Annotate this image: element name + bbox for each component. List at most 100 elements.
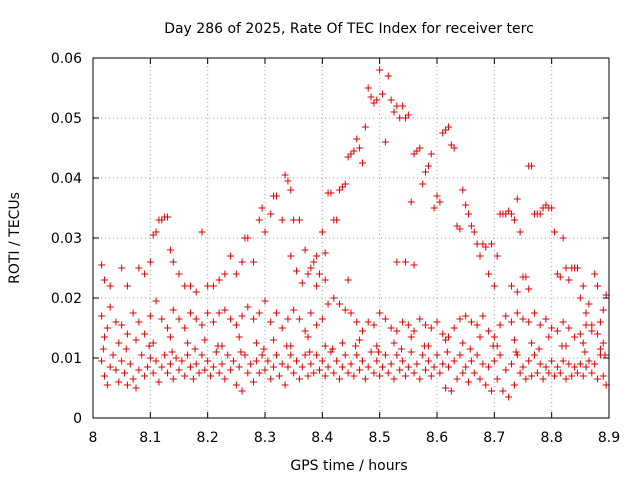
- data-point: [536, 360, 544, 368]
- data-point: [444, 333, 452, 341]
- data-point: [336, 375, 344, 383]
- data-point: [244, 303, 252, 311]
- data-point: [324, 300, 332, 308]
- data-point: [215, 309, 223, 317]
- data-point: [275, 372, 283, 380]
- x-tick-label: 8.6: [426, 430, 448, 446]
- data-point: [212, 348, 220, 356]
- data-point: [98, 312, 106, 320]
- data-point: [341, 351, 349, 359]
- data-point: [191, 345, 199, 353]
- data-point: [596, 318, 604, 326]
- data-point: [290, 306, 298, 314]
- data-point: [510, 336, 518, 344]
- data-point: [410, 150, 418, 158]
- data-point: [502, 312, 510, 320]
- data-point: [599, 306, 607, 314]
- data-point: [152, 357, 160, 365]
- data-point: [553, 363, 561, 371]
- data-point: [479, 240, 487, 248]
- data-point: [166, 333, 174, 341]
- data-point: [250, 315, 258, 323]
- data-point: [401, 114, 409, 122]
- data-point: [462, 363, 470, 371]
- data-point: [115, 378, 123, 386]
- data-point: [528, 162, 536, 170]
- data-point: [433, 192, 441, 200]
- data-point: [410, 261, 418, 269]
- data-point: [401, 258, 409, 266]
- data-point: [215, 276, 223, 284]
- data-point: [450, 324, 458, 332]
- data-point: [112, 318, 120, 326]
- data-point: [221, 270, 229, 278]
- data-point: [169, 306, 177, 314]
- data-point: [181, 372, 189, 380]
- data-point: [536, 210, 544, 218]
- data-point: [490, 282, 498, 290]
- data-point: [221, 306, 229, 314]
- data-point: [123, 282, 131, 290]
- data-point: [284, 363, 292, 371]
- data-point: [602, 291, 610, 299]
- data-point: [528, 339, 536, 347]
- data-point: [443, 348, 451, 356]
- data-point: [238, 312, 246, 320]
- data-point: [290, 369, 298, 377]
- data-point: [272, 309, 280, 317]
- data-point: [419, 180, 427, 188]
- data-point: [364, 318, 372, 326]
- data-point: [490, 357, 498, 365]
- data-point: [476, 333, 484, 341]
- data-point: [118, 321, 126, 329]
- data-point: [149, 231, 157, 239]
- data-point: [250, 258, 258, 266]
- data-point: [422, 321, 430, 329]
- data-point: [545, 369, 553, 377]
- data-point: [298, 363, 306, 371]
- data-point: [278, 216, 286, 224]
- data-point: [558, 342, 566, 350]
- data-point: [565, 276, 573, 284]
- data-point: [548, 357, 556, 365]
- data-point: [209, 363, 217, 371]
- data-point: [287, 252, 295, 260]
- data-point: [588, 369, 596, 377]
- data-point: [324, 363, 332, 371]
- data-point: [287, 186, 295, 194]
- data-point: [175, 315, 183, 323]
- data-point: [430, 204, 438, 212]
- data-point: [542, 315, 550, 323]
- data-point: [100, 372, 108, 380]
- data-point: [218, 360, 226, 368]
- data-point: [536, 321, 544, 329]
- data-point: [487, 240, 495, 248]
- data-point: [489, 342, 497, 350]
- data-point: [189, 375, 197, 383]
- data-point: [255, 216, 263, 224]
- data-point: [571, 363, 579, 371]
- data-point: [227, 315, 235, 323]
- data-point: [198, 351, 206, 359]
- data-point: [505, 393, 513, 401]
- y-tick-label: 0.06: [51, 51, 82, 67]
- data-point: [270, 363, 278, 371]
- data-point: [152, 228, 160, 236]
- data-point: [98, 357, 106, 365]
- data-point: [313, 321, 321, 329]
- data-point: [404, 111, 412, 119]
- data-point: [594, 330, 602, 338]
- data-point: [364, 84, 372, 92]
- data-point: [283, 342, 291, 350]
- data-point: [373, 96, 381, 104]
- data-point: [565, 324, 573, 332]
- data-point: [161, 351, 169, 359]
- data-point: [327, 189, 335, 197]
- data-point: [204, 357, 212, 365]
- data-point: [244, 234, 252, 242]
- data-point: [169, 375, 177, 383]
- data-point: [510, 381, 518, 389]
- data-point: [284, 315, 292, 323]
- data-point: [356, 336, 364, 344]
- data-point: [143, 363, 151, 371]
